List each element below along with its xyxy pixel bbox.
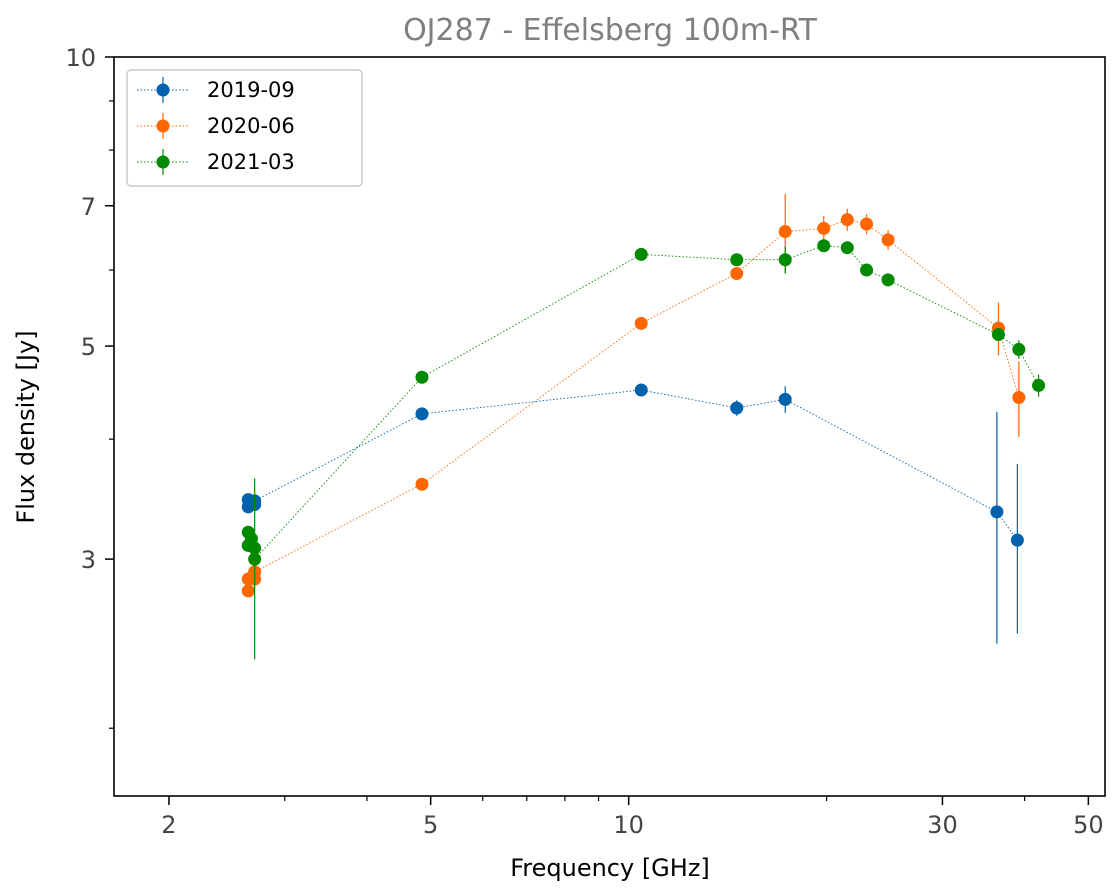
data-point (991, 328, 1005, 342)
data-point (1010, 533, 1024, 547)
series-line (247, 219, 1020, 591)
legend-label: 2019-09 (207, 78, 295, 102)
data-point (860, 217, 874, 231)
y-tick-label: 5 (81, 333, 96, 361)
plot-frame (113, 56, 1106, 797)
data-point (778, 253, 792, 267)
x-tick-label: 5 (423, 811, 438, 839)
legend-marker (156, 119, 170, 133)
legend: 2019-09 2020-06 2021-03 (126, 69, 363, 187)
data-point (860, 263, 874, 277)
x-tick-label: 30 (927, 811, 958, 839)
chart-title: OJ287 - Effelsberg 100m-RT (403, 13, 818, 48)
data-point (415, 370, 429, 384)
data-point (1012, 391, 1026, 405)
data-point (778, 225, 792, 239)
y-tick-label: 7 (81, 193, 96, 221)
x-tick-label: 50 (1073, 811, 1104, 839)
data-point (415, 477, 429, 491)
data-point (634, 247, 648, 261)
x-tick-label: 10 (613, 811, 644, 839)
series-2020-06 (241, 194, 1026, 598)
legend-label: 2020-06 (207, 114, 295, 138)
legend-label: 2021-03 (207, 150, 295, 174)
axis-ticks: 2 5 10 30 50 3 5 7 10 (65, 44, 1103, 839)
data-point (415, 407, 429, 421)
y-tick-label: 10 (65, 44, 96, 72)
data-point (1012, 342, 1026, 356)
data-point (1032, 378, 1046, 392)
data-point (778, 392, 792, 406)
legend-box (126, 69, 363, 187)
data-point (990, 505, 1004, 519)
x-tick-label: 2 (161, 811, 176, 839)
data-point (840, 241, 854, 255)
data-point (817, 221, 831, 235)
series-2019-09 (241, 383, 1024, 644)
series-line (247, 389, 1018, 541)
data-point (730, 253, 744, 267)
legend-marker (156, 83, 170, 97)
data-point (241, 584, 255, 598)
y-axis-label: Flux density [Jy] (12, 330, 40, 523)
data-point (248, 541, 262, 555)
y-tick-label: 3 (81, 546, 96, 574)
data-point (730, 267, 744, 281)
series-line (247, 245, 1039, 561)
data-point (634, 383, 648, 397)
data-point (840, 213, 854, 227)
legend-marker (156, 155, 170, 169)
data-point (881, 273, 895, 287)
data-point (881, 233, 895, 247)
plot-area (241, 194, 1046, 660)
series-2021-03 (241, 239, 1046, 660)
data-point (730, 401, 744, 415)
x-axis-label: Frequency [GHz] (510, 854, 710, 882)
data-point (248, 552, 262, 566)
data-point (634, 316, 648, 330)
data-point (817, 239, 831, 253)
